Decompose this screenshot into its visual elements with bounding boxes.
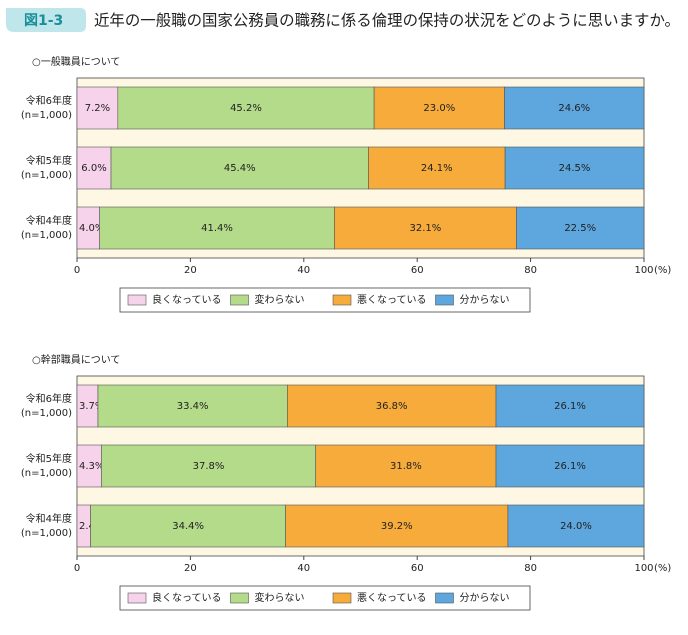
value-label: 33.4%	[177, 401, 209, 412]
bar-segment	[315, 444, 497, 488]
value-label: 7.2%	[85, 103, 110, 114]
bar-segment	[495, 444, 645, 488]
figure-label: 図1-3	[24, 13, 63, 29]
value-label: 31.8%	[390, 461, 422, 472]
bar-segment	[90, 504, 286, 548]
legend-label: 良くなっている	[152, 591, 222, 604]
x-tick-label: 40	[297, 563, 310, 574]
x-tick-label: 20	[184, 265, 197, 276]
category-label: 令和4年度	[26, 512, 72, 525]
value-label: 23.0%	[423, 103, 455, 114]
legend-label: 悪くなっている	[357, 592, 427, 604]
category-label: 令和6年度	[26, 94, 72, 107]
value-label: 41.4%	[201, 223, 233, 234]
value-label: 4.3%	[79, 461, 104, 472]
bar-segment	[117, 86, 375, 130]
legend-box	[119, 585, 531, 611]
category-label: (n=1,000)	[21, 528, 72, 539]
category-label: (n=1,000)	[21, 110, 72, 121]
x-tick-label: 100	[634, 265, 653, 276]
x-tick-label: 40	[297, 265, 310, 276]
bar-segment	[495, 384, 645, 428]
bar-segment	[334, 206, 517, 250]
bar-segment	[101, 444, 317, 488]
value-label: 24.1%	[421, 163, 453, 174]
x-tick-label: 100	[634, 563, 653, 574]
value-label: 22.5%	[564, 223, 596, 234]
x-tick-label: 0	[74, 563, 80, 574]
legend-swatch	[230, 592, 249, 604]
x-axis-unit: (%)	[654, 563, 671, 574]
value-label: 36.8%	[376, 401, 408, 412]
value-label: 6.0%	[81, 163, 106, 174]
value-label: 24.0%	[560, 521, 592, 532]
subtitle: ○幹部職員について	[32, 353, 120, 366]
bar-segment	[97, 384, 288, 428]
value-label: 45.4%	[224, 163, 256, 174]
category-label: (n=1,000)	[21, 468, 72, 479]
legend-swatch	[435, 592, 454, 604]
bar-segment	[99, 206, 335, 250]
value-label: 26.1%	[554, 401, 586, 412]
legend-label: 変わらない	[255, 293, 305, 306]
category-label: 令和5年度	[26, 452, 72, 465]
value-label: 24.6%	[558, 103, 590, 114]
legend-label: 変わらない	[255, 591, 305, 604]
bar-segment	[504, 146, 645, 190]
bar-segment	[285, 504, 509, 548]
bar-segment	[504, 86, 645, 130]
bar-segment	[287, 384, 497, 428]
bar-segment	[368, 146, 506, 190]
bar-segment	[507, 504, 645, 548]
label-tag	[6, 8, 86, 32]
x-tick-label: 20	[184, 563, 197, 574]
category-label: (n=1,000)	[21, 408, 72, 419]
value-label: 45.2%	[230, 103, 262, 114]
bar-segment	[110, 146, 369, 190]
category-label: (n=1,000)	[21, 230, 72, 241]
x-tick-label: 60	[411, 265, 424, 276]
bar-segment	[76, 146, 112, 190]
category-label: 令和6年度	[26, 392, 72, 405]
value-label: 37.8%	[193, 461, 225, 472]
bar-segment	[76, 444, 102, 488]
category-label: 令和5年度	[26, 154, 72, 167]
bar-segment	[373, 86, 505, 130]
legend-swatch	[230, 294, 249, 306]
value-label: 3.7%	[79, 401, 104, 412]
value-label: 26.1%	[554, 461, 586, 472]
legend-swatch	[332, 294, 352, 306]
subtitle: ○一般職員について	[32, 55, 120, 68]
x-tick-label: 0	[74, 265, 80, 276]
bar-segment	[516, 206, 645, 250]
legend-label: 分からない	[460, 294, 510, 306]
title: 近年の一般職の国家公務員の職務に係る倫理の保持の状況をどのように思いますか。	[94, 12, 680, 30]
legend-label: 良くなっている	[152, 293, 222, 306]
legend-label: 分からない	[460, 592, 510, 604]
x-tick-label: 60	[411, 563, 424, 574]
legend-label: 悪くなっている	[357, 294, 427, 306]
bar-segment	[76, 86, 119, 130]
legend-swatch	[127, 294, 147, 306]
category-label: 令和4年度	[26, 214, 72, 227]
legend-swatch	[435, 294, 454, 306]
value-label: 4.0%	[79, 223, 104, 234]
legend-swatch	[127, 592, 147, 604]
legend-swatch	[332, 592, 352, 604]
legend-box	[119, 287, 531, 313]
x-axis-unit: (%)	[654, 265, 671, 276]
x-tick-label: 80	[524, 563, 537, 574]
x-tick-label: 80	[524, 265, 537, 276]
value-label: 39.2%	[381, 521, 413, 532]
value-label: 34.4%	[172, 521, 204, 532]
value-label: 32.1%	[410, 223, 442, 234]
category-label: (n=1,000)	[21, 170, 72, 181]
value-label: 24.5%	[559, 163, 591, 174]
